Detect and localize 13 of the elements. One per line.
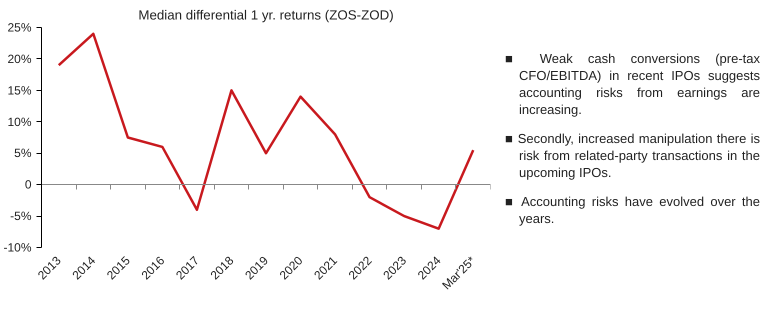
text: ■ Weak cash conversions (pre-tax CFO/EBITDA) in recent IPOs suggests accounting risks from earnings are increasing. <box>505 50 760 118</box>
y-tick-label: 15% <box>7 83 32 98</box>
y-tick-label: 5% <box>14 146 32 160</box>
y-tick-label: -10% <box>3 240 32 254</box>
y-tick-label: -5% <box>10 209 32 224</box>
text: ■ Secondly, increased manipulation there is risk from related-party transactions in the upcoming IPOs. <box>505 130 760 181</box>
text: ■ Accounting risks have evolved over the years. <box>505 193 760 227</box>
y-tick-label: 20% <box>7 52 32 66</box>
y-tick-label: 0 <box>24 178 32 192</box>
y-tick-label: 10% <box>7 114 32 129</box>
chart-title: Median differential 1 yr. returns (ZOS-ZOD) <box>138 8 394 22</box>
y-tick-label: 25% <box>7 20 32 34</box>
line-series <box>58 32 474 230</box>
